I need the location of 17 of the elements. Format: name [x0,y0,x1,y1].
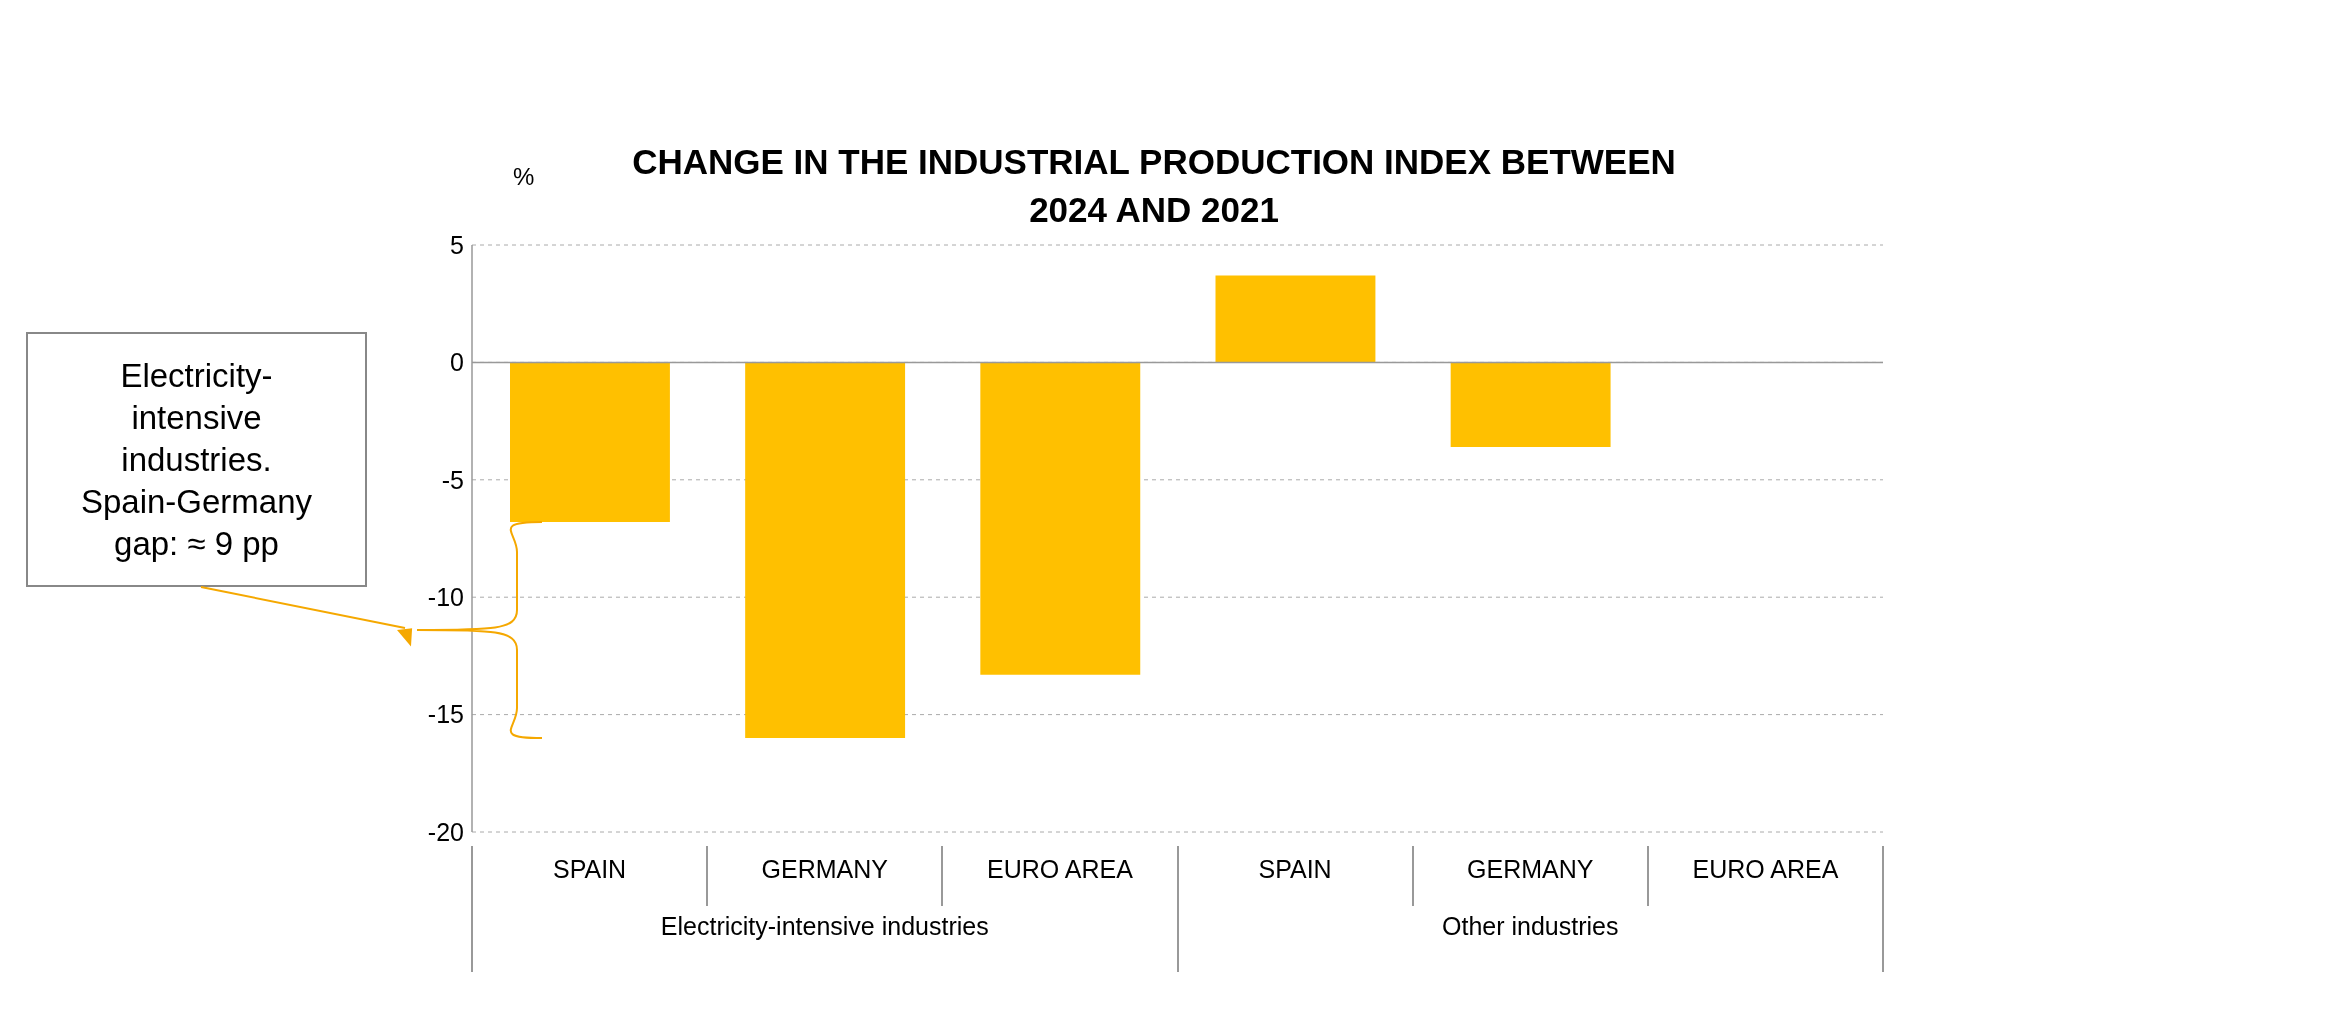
y-tick-label: 0 [450,348,464,377]
x-tick-label: SPAIN [553,855,627,883]
y-tick-label: -20 [427,817,464,846]
y-axis-title: % [513,163,535,191]
x-tick-label: EURO AREA [986,855,1134,883]
y-tick-label: -5 [441,465,464,494]
chart-title: CHANGE IN THE INDUSTRIAL PRODUCTION INDEX BETWEEN 2024 AND 2021 [631,141,1677,231]
y-tick-label: -10 [427,583,464,612]
text: Other industries [1441,912,1620,941]
text: Electricity-intensive industries. Spain-Germany gap: ≈ 9 pp [26,332,367,587]
x-tick-label: GERMANY [761,855,889,883]
x-tick-label: EURO AREA [1692,855,1839,883]
x-tick-label: GERMANY [1467,855,1594,883]
text: Electricity-intensive industries [659,912,990,941]
y-tick-label: -15 [427,700,464,729]
x-tick-label: SPAIN [1258,855,1332,883]
y-tick-label: 5 [450,230,464,259]
